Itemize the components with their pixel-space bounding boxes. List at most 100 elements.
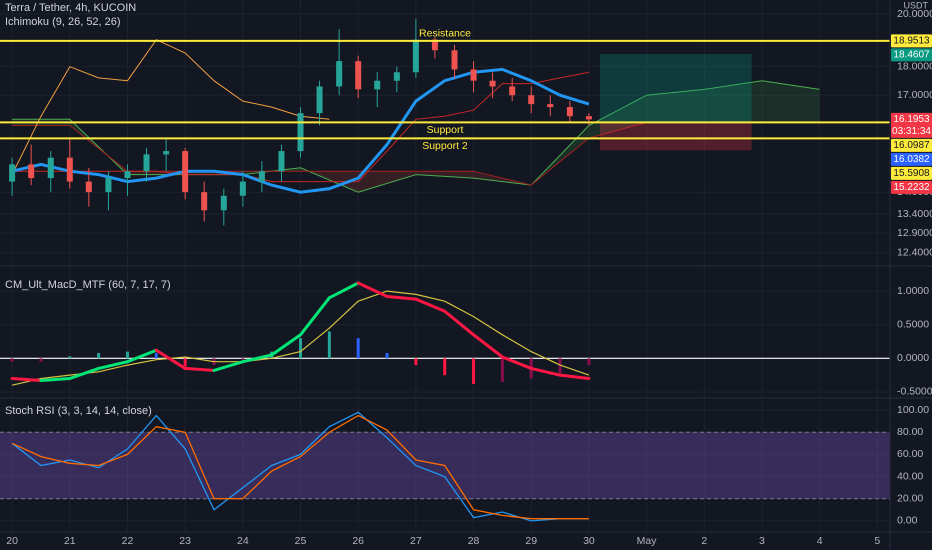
candle-body [239,181,246,196]
macd-segment [472,333,504,359]
price-tag [891,152,932,166]
position-target [599,54,752,123]
x-tick-label: 23 [179,535,191,547]
histogram-bar [68,356,72,359]
macd-segment [183,366,216,372]
y-tick-label: 40.00 [897,470,923,482]
cloud-segment [358,171,416,193]
price-tag [891,34,932,48]
cloud-segment [761,80,820,123]
candle-body [220,195,227,211]
price-tag-label: 18.9513 [893,36,930,47]
price-tag-label: 16.1953 [893,114,930,125]
price-tag [891,166,932,180]
y-tick-label: 12.9000 [897,227,932,239]
marks [0,19,890,522]
macd-segment [356,281,389,298]
x-tick-label: 29 [525,535,537,547]
x-tick-label: 4 [817,535,823,547]
x-tick-label: 28 [468,535,480,547]
histogram-bar [241,358,245,360]
candle-body [297,113,304,152]
x-tick-label: May [637,535,658,547]
cloud-segment [415,171,474,179]
candle-body [143,154,150,172]
histogram-bar [154,352,158,359]
candle-body [124,171,131,179]
macd-segment [443,309,476,337]
histogram-bar [39,358,43,362]
level-label: Support [427,124,464,136]
histogram-bar [356,338,360,359]
price-tag-label: 16.0382 [893,154,930,165]
x-tick-label: 24 [237,535,249,547]
line [11,39,330,175]
macd-segment [212,360,245,372]
y-tick-label: 0.00 [897,515,918,527]
histogram-bar [443,358,447,376]
price-tag [891,180,932,194]
histogram-bar [10,358,14,362]
histogram-bar [500,358,504,382]
level-label: Resistance [419,28,471,40]
candle-body [316,86,323,114]
position-stop [599,122,752,151]
candle-body [66,157,73,182]
candle-body [470,69,477,81]
line [11,414,589,520]
cloud-segment [646,89,705,123]
price-tag [891,48,932,62]
y-tick-label: 0.5000 [897,318,929,330]
histogram-bar [125,351,129,359]
macd-segment [299,296,331,337]
candle-body [105,178,112,193]
y-tick-label: 20.00 [897,493,923,505]
candle-body [585,116,592,120]
chart-title: Terra / Tether, 4h, KUCOIN [5,2,136,14]
indicator-title: Stoch RSI (3, 3, 14, 14, close) [5,405,152,417]
cloud-segment [588,95,647,139]
candle-body [547,104,554,108]
macd-segment [385,294,418,301]
macd-segment [68,366,101,381]
candle-body [47,157,54,179]
price-tag [891,138,932,152]
histogram-bar [472,358,476,384]
macd-segment [270,333,303,357]
price-tag-label: 15.2232 [893,182,930,193]
indicator-title: CM_Ult_MacD_MTF (60, 7, 17, 7) [5,279,171,291]
price-tag-label: 03:31:34 [892,126,931,137]
candle-body [566,107,573,117]
candle-body [528,95,535,105]
price-tag-label: 15.5908 [893,168,930,179]
y-tick-label: 12.4000 [897,247,932,259]
candle-body [451,50,458,70]
y-tick-label: 18.0000 [897,60,932,72]
candle-body [393,72,400,81]
candle-body [336,61,343,87]
price-tag-label: 16.0987 [893,140,930,151]
histogram-bar [299,338,303,359]
currency: USDT [904,0,929,10]
macd-segment [241,353,274,364]
macd-segment [97,360,129,370]
macd-segment [414,297,447,313]
histogram-bar [97,352,101,359]
histogram-bar [414,358,418,366]
histogram-bar [558,358,562,374]
y-tick-label: 100.00 [897,404,929,416]
x-tick-label: 26 [352,535,364,547]
x-tick-label: 27 [410,535,422,547]
macd-segment [500,355,533,370]
histogram-bar [183,358,187,367]
candle-body [258,171,265,182]
histogram-bar [587,358,591,366]
candle-body [412,39,419,73]
macd-segment [39,377,72,383]
candle-body [85,181,92,193]
y-tick-label: 80.00 [897,426,923,438]
macd-segment [558,373,591,381]
y-tick-label: 1.0000 [897,285,929,297]
